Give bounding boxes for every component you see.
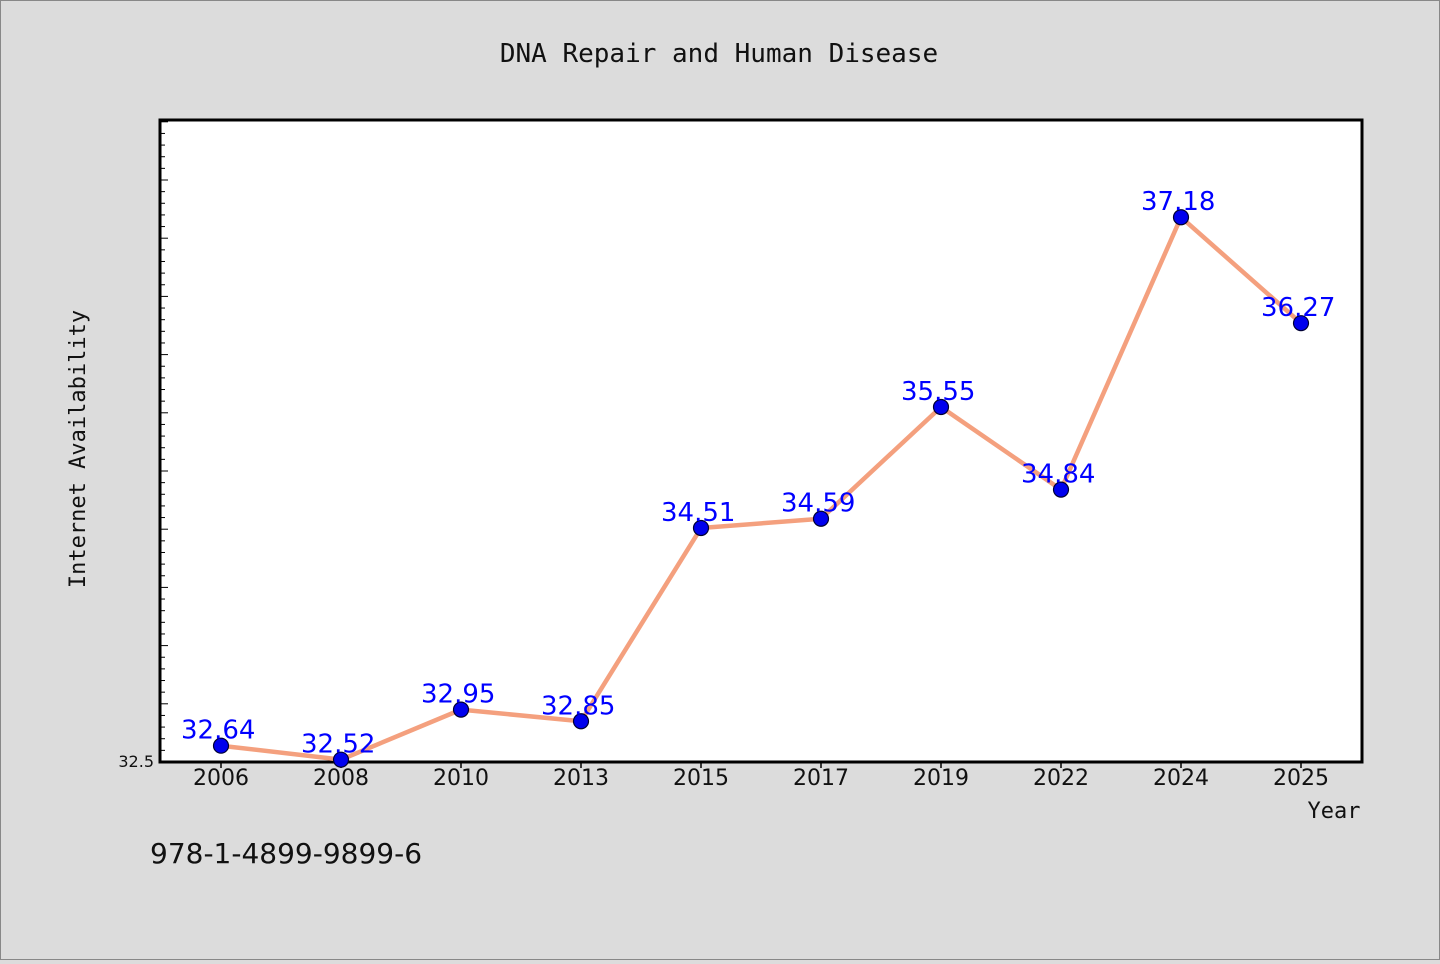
plot-area [158, 118, 1364, 764]
data-label-layer: 32.64 32.52 32.95 32.85 34.51 34.59 35.55 34.84… [181, 187, 1335, 759]
chart-title: DNA Repair and Human Disease [500, 39, 938, 69]
data-point [1292, 315, 1310, 332]
x-tick-label: 2010 [433, 766, 489, 791]
data-label: 32.64 [181, 716, 255, 746]
data-label: 32.85 [541, 691, 615, 721]
y-axis-label: Internet Availability [66, 310, 91, 588]
data-label: 34.84 [1021, 460, 1095, 490]
isbn-footer: 978-1-4899-9899-6 [150, 837, 422, 870]
x-tick-label: 2008 [313, 766, 369, 791]
data-label: 35.55 [901, 377, 975, 407]
x-tick-label: 2022 [1033, 766, 1089, 791]
data-point [212, 737, 230, 754]
y-axis-ticks: 32.5 [118, 121, 168, 771]
data-point [812, 510, 830, 527]
series-layer [212, 209, 1310, 768]
x-axis-label: Year [1308, 799, 1361, 824]
data-label: 34.59 [781, 489, 855, 519]
data-point [1172, 209, 1190, 226]
x-tick-label: 2015 [673, 766, 729, 791]
data-point [692, 519, 710, 537]
x-tick-label: 2025 [1273, 766, 1329, 791]
data-label: 36.27 [1261, 293, 1335, 323]
data-label: 32.52 [301, 730, 375, 760]
data-label: 34.51 [661, 498, 735, 528]
data-point [932, 398, 950, 416]
y-tick-label: 32.5 [118, 752, 154, 771]
x-axis-ticks: 2006 2008 2010 2013 2015 2017 2019 2022 2024 2025 [193, 762, 1329, 791]
x-tick-label: 2006 [193, 766, 249, 791]
data-point [572, 713, 590, 730]
x-tick-label: 2024 [1153, 766, 1209, 791]
data-point [332, 751, 350, 768]
x-tick-label: 2019 [913, 766, 969, 791]
data-label: 32.95 [421, 680, 495, 710]
data-point [452, 701, 470, 718]
data-point [1052, 481, 1070, 498]
x-tick-label: 2017 [793, 766, 849, 791]
series-line [218, 214, 1304, 762]
data-label: 37.18 [1141, 187, 1215, 217]
x-tick-label: 2013 [553, 766, 609, 791]
